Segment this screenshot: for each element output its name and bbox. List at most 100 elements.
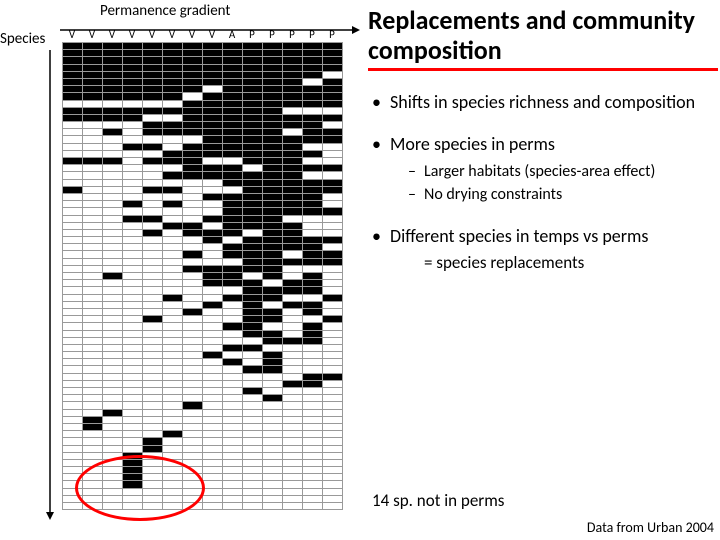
matrix-cell	[163, 416, 183, 423]
species-arrow	[45, 50, 55, 520]
matrix-cell	[243, 93, 263, 100]
matrix-cell	[203, 330, 223, 337]
matrix-cell	[263, 143, 283, 150]
matrix-cell	[143, 388, 163, 395]
matrix-cell	[263, 251, 283, 258]
matrix-cell	[203, 352, 223, 359]
matrix-cell	[183, 251, 203, 258]
matrix-cell	[123, 316, 143, 323]
matrix-cell	[243, 388, 263, 395]
matrix-cell	[103, 71, 123, 78]
matrix-cell	[243, 158, 263, 165]
matrix-cell	[143, 438, 163, 445]
matrix-cell	[103, 215, 123, 222]
matrix-cell	[83, 57, 103, 64]
matrix-cell	[323, 503, 343, 510]
matrix-cell	[243, 474, 263, 481]
matrix-cell	[123, 308, 143, 315]
matrix-cell	[243, 273, 263, 280]
matrix-cell	[303, 287, 323, 294]
matrix-cell	[223, 323, 243, 330]
matrix-cell	[143, 150, 163, 157]
matrix-cell	[263, 459, 283, 466]
matrix-cell	[183, 366, 203, 373]
matrix-cell	[223, 388, 243, 395]
matrix-cell	[223, 71, 243, 78]
matrix-cell	[303, 244, 323, 251]
matrix-cell	[123, 208, 143, 215]
matrix-cell	[123, 503, 143, 510]
matrix-cell	[183, 208, 203, 215]
matrix-cell	[163, 222, 183, 229]
matrix-cell	[223, 431, 243, 438]
matrix-cell	[103, 64, 123, 71]
matrix-cell	[223, 316, 243, 323]
matrix-cell	[223, 488, 243, 495]
matrix-cell	[183, 438, 203, 445]
matrix-cell	[83, 107, 103, 114]
matrix-cell	[303, 114, 323, 121]
matrix-cell	[143, 43, 163, 50]
matrix-cell	[183, 330, 203, 337]
matrix-cell	[143, 237, 163, 244]
matrix-cell	[123, 495, 143, 502]
matrix-cell	[203, 114, 223, 121]
matrix-cell	[283, 330, 303, 337]
matrix-cell	[63, 50, 83, 57]
matrix-cell	[163, 323, 183, 330]
matrix-cell	[83, 481, 103, 488]
matrix-cell	[263, 366, 283, 373]
matrix-cell	[183, 186, 203, 193]
matrix-cell	[243, 129, 263, 136]
matrix-cell	[223, 50, 243, 57]
col-header: V	[142, 28, 162, 41]
matrix-cell	[183, 294, 203, 301]
matrix-cell	[123, 294, 143, 301]
matrix-cell	[103, 337, 123, 344]
matrix-cell	[203, 280, 223, 287]
matrix-cell	[223, 366, 243, 373]
matrix-cell	[83, 50, 103, 57]
matrix-cell	[263, 431, 283, 438]
matrix-cell	[303, 251, 323, 258]
matrix-cell	[83, 294, 103, 301]
matrix-cell	[303, 337, 323, 344]
matrix-cell	[143, 495, 163, 502]
matrix-cell	[63, 423, 83, 430]
matrix-cell	[243, 237, 263, 244]
matrix-cell	[283, 488, 303, 495]
matrix-cell	[143, 258, 163, 265]
matrix-cell	[143, 265, 163, 272]
bullet-item: Different species in temps vs perms= spe…	[368, 225, 718, 273]
matrix-cell	[63, 93, 83, 100]
matrix-cell	[323, 50, 343, 57]
matrix-cell	[223, 237, 243, 244]
matrix-cell	[283, 129, 303, 136]
matrix-cell	[283, 416, 303, 423]
matrix-cell	[123, 388, 143, 395]
matrix-cell	[163, 388, 183, 395]
matrix-cell	[63, 86, 83, 93]
matrix-cell	[63, 459, 83, 466]
matrix-cell	[103, 93, 123, 100]
matrix-cell	[303, 64, 323, 71]
matrix-cell	[63, 316, 83, 323]
matrix-cell	[183, 258, 203, 265]
matrix-cell	[223, 172, 243, 179]
matrix-cell	[323, 179, 343, 186]
matrix-cell	[183, 244, 203, 251]
matrix-cell	[143, 380, 163, 387]
matrix-cell	[183, 402, 203, 409]
matrix-cell	[83, 395, 103, 402]
matrix-cell	[143, 452, 163, 459]
matrix-cell	[203, 122, 223, 129]
eq-line: = species replacements	[390, 252, 718, 273]
matrix-cell	[183, 503, 203, 510]
matrix-cell	[143, 165, 163, 172]
matrix-cell	[263, 215, 283, 222]
matrix-cell	[163, 280, 183, 287]
matrix-cell	[183, 409, 203, 416]
matrix-cell	[243, 251, 263, 258]
matrix-cell	[63, 323, 83, 330]
matrix-cell	[143, 287, 163, 294]
